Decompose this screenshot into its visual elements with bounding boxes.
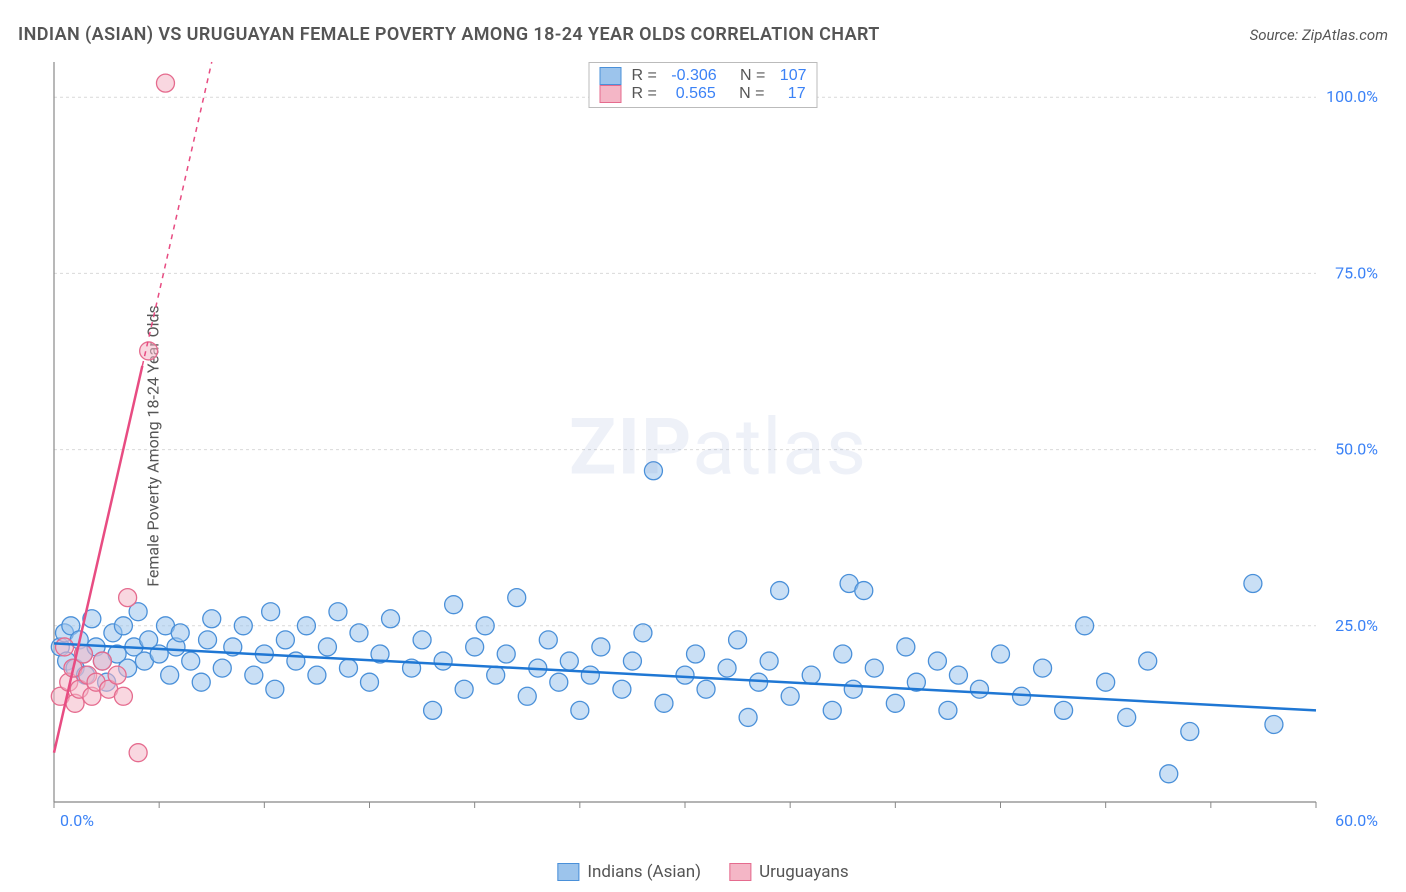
- swatch-indians: [600, 67, 622, 85]
- svg-text:100.0%: 100.0%: [1326, 87, 1378, 106]
- legend-item-uruguayans: Uruguayans: [729, 862, 849, 882]
- source-attribution: Source: ZipAtlas.com: [1250, 26, 1388, 44]
- r-value-indians: -0.306: [671, 67, 716, 85]
- swatch-uruguayans: [729, 863, 751, 881]
- scatter-chart: 25.0% 50.0% 75.0% 100.0% 0.0% 60.0%: [50, 58, 1386, 838]
- r-value-uruguayans: 0.565: [676, 85, 716, 103]
- n-value-indians: 107: [780, 67, 807, 85]
- svg-text:0.0%: 0.0%: [60, 811, 94, 830]
- swatch-indians: [557, 863, 579, 881]
- svg-text:25.0%: 25.0%: [1335, 616, 1378, 635]
- series-legend: Indians (Asian) Uruguayans: [557, 862, 848, 882]
- chart-title: INDIAN (ASIAN) VS URUGUAYAN FEMALE POVER…: [18, 24, 880, 45]
- swatch-uruguayans: [600, 85, 622, 103]
- n-value-uruguayans: 17: [788, 85, 806, 103]
- legend-label: Indians (Asian): [587, 862, 701, 882]
- stats-row-indians: R = -0.306 N = 107: [600, 67, 807, 85]
- legend-label: Uruguayans: [759, 862, 849, 882]
- svg-text:60.0%: 60.0%: [1335, 811, 1378, 830]
- stats-row-uruguayans: R = 0.565 N = 17: [600, 85, 807, 103]
- svg-text:75.0%: 75.0%: [1335, 263, 1378, 282]
- plot-area: 25.0%50.0%75.0%100.0%0.0%60.0% ZIPatlas: [50, 58, 1386, 838]
- stats-legend: R = -0.306 N = 107 R = 0.565 N = 17: [589, 62, 818, 108]
- svg-text:50.0%: 50.0%: [1335, 440, 1378, 459]
- legend-item-indians: Indians (Asian): [557, 862, 701, 882]
